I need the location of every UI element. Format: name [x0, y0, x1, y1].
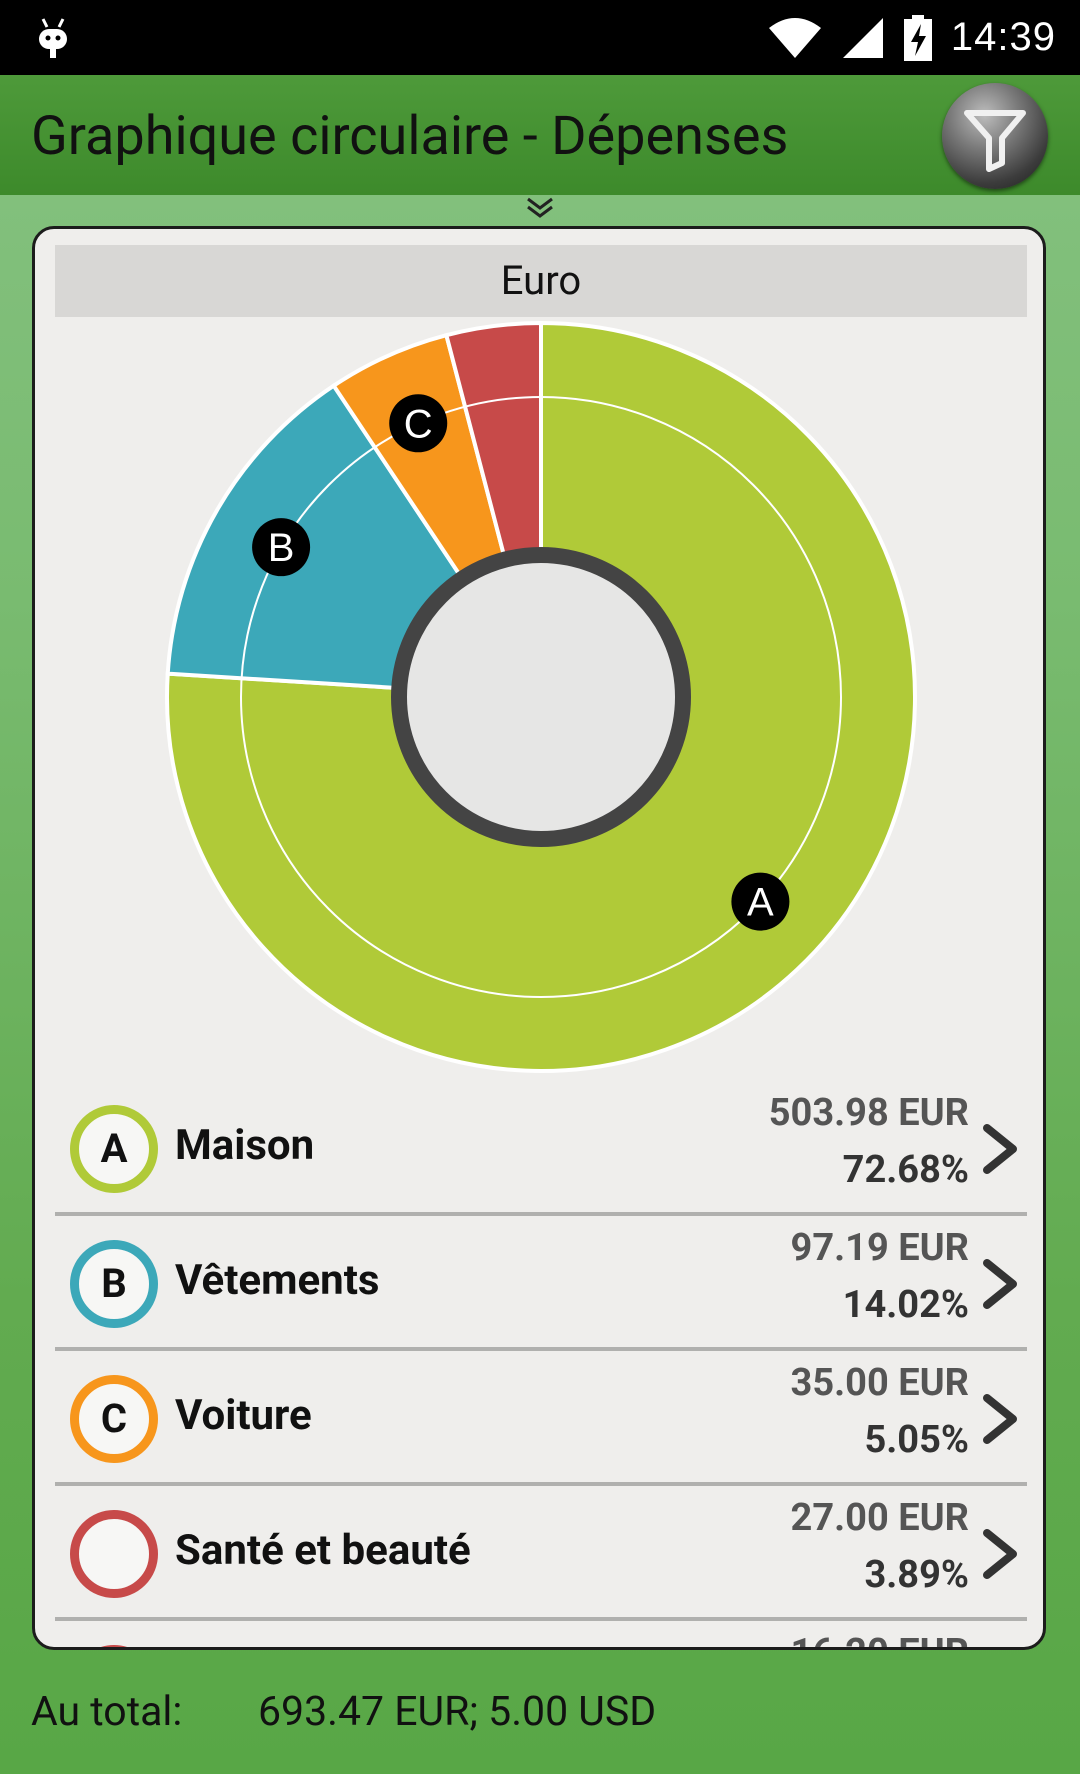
donut-chart: A B C	[165, 320, 917, 1073]
filter-funnel-icon	[964, 110, 1026, 172]
clock-time: 14:39	[950, 15, 1056, 59]
list-item[interactable]: A Maison 503.98 EUR 72.68%	[55, 1081, 1027, 1216]
slice-marker-label-b: B	[268, 526, 295, 570]
category-amount: 35.00 EUR	[790, 1361, 969, 1405]
category-marker-ring: B	[70, 1240, 158, 1328]
category-amount: 97.19 EUR	[790, 1226, 969, 1270]
category-marker-ring	[70, 1645, 158, 1647]
category-percent: 5.05%	[864, 1418, 969, 1462]
category-percent: 14.02%	[842, 1283, 969, 1327]
total-value: 693.47 EUR; 5.00 USD	[258, 1688, 657, 1736]
category-marker-ring: A	[70, 1105, 158, 1193]
slice-marker-label-a: A	[747, 881, 774, 925]
chevron-right-icon	[983, 1394, 1017, 1444]
category-name: Vêtements	[175, 1256, 380, 1305]
list-item[interactable]: C Voiture 35.00 EUR 5.05%	[55, 1351, 1027, 1486]
page-title: Graphique circulaire - Dépenses	[31, 105, 789, 168]
category-percent: 3.89%	[864, 1553, 969, 1597]
category-list: A Maison 503.98 EUR 72.68% B Vêtements 9…	[55, 1081, 1027, 1647]
battery-charging-icon	[903, 14, 932, 61]
slice-marker-a	[731, 872, 790, 931]
category-marker-ring	[70, 1510, 158, 1598]
pie-guide-ring	[240, 396, 842, 998]
total-label: Au total:	[31, 1688, 183, 1736]
category-name: Voiture	[175, 1391, 312, 1440]
filter-button[interactable]	[942, 83, 1048, 189]
list-item[interactable]: Santé et beauté 27.00 EUR 3.89%	[55, 1486, 1027, 1621]
list-item[interactable]: B Vêtements 97.19 EUR 14.02%	[55, 1216, 1027, 1351]
category-name: Santé et beauté	[175, 1526, 471, 1575]
chevron-right-icon	[983, 1259, 1017, 1309]
category-amount: 27.00 EUR	[790, 1496, 969, 1540]
chevron-right-icon	[983, 1529, 1017, 1579]
category-name: Maison	[175, 1121, 315, 1170]
category-amount: 16.20 EUR	[791, 1631, 969, 1647]
signal-icon	[842, 17, 883, 58]
currency-header: Euro	[55, 245, 1027, 317]
expand-chevron-icon[interactable]	[525, 196, 555, 220]
category-amount: 503.98 EUR	[768, 1091, 969, 1135]
category-marker-ring: C	[70, 1375, 158, 1463]
slice-marker-label-c: C	[404, 402, 433, 446]
status-bar: 14:39	[0, 0, 1080, 75]
slice-marker-c	[389, 394, 448, 453]
category-percent: 72.68%	[842, 1148, 969, 1192]
donut-center	[391, 547, 691, 847]
android-icon	[39, 18, 67, 58]
app-bar: Graphique circulaire - Dépenses	[0, 75, 1080, 195]
wifi-icon	[768, 17, 821, 58]
chevron-right-icon	[983, 1124, 1017, 1174]
slice-marker-b	[252, 518, 311, 577]
list-item[interactable]: 16.20 EUR	[55, 1621, 1027, 1647]
